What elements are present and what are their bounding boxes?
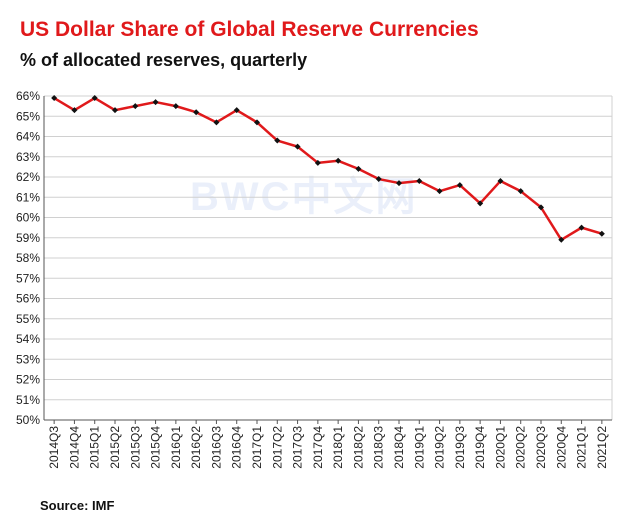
x-tick-label: 2014Q3 [47, 426, 61, 469]
x-tick-label: 2019Q1 [412, 426, 426, 469]
data-point [233, 107, 240, 114]
x-tick-label: 2018Q4 [392, 426, 406, 469]
data-point [436, 188, 443, 195]
x-axis: 2014Q3 2014Q4 2015Q1 2015Q2 2015Q3 2015Q4 2016… [44, 419, 612, 469]
data-point [396, 180, 402, 187]
x-tick-label: 2016Q2 [189, 426, 203, 469]
data-point [497, 178, 504, 185]
series-line [53, 96, 603, 242]
x-tick-label: 2014Q4 [67, 426, 81, 469]
x-tick-label: 2015Q1 [88, 426, 102, 469]
y-tick-label: 58% [16, 251, 40, 265]
x-tick-label: 2015Q2 [108, 426, 122, 469]
data-point [132, 103, 139, 110]
y-tick-label: 56% [16, 292, 40, 306]
data-point [71, 107, 78, 114]
data-point [456, 182, 463, 189]
y-tick-label: 51% [16, 393, 40, 407]
x-tick-label: 2016Q4 [230, 426, 244, 469]
y-axis: 50% 51% 52% 53% 54% 55% 56% 57% 58% 59% 60% 61% 62% 6… [16, 89, 45, 427]
data-point [538, 204, 544, 211]
chart-title: US Dollar Share of Global Reserve Curren… [20, 18, 479, 41]
data-point [416, 178, 423, 185]
y-tick-label: 60% [16, 211, 40, 225]
y-tick-label: 66% [16, 89, 40, 103]
y-tick-label: 55% [16, 312, 40, 326]
y-tick-label: 59% [16, 231, 40, 245]
x-tick-label: 2019Q4 [473, 426, 487, 469]
y-tick-label: 53% [16, 352, 40, 366]
x-tick-label: 2018Q1 [331, 426, 345, 469]
y-tick-label: 65% [16, 109, 40, 123]
x-tick-label: 2018Q2 [351, 426, 365, 469]
data-point [335, 157, 342, 164]
data-point [51, 95, 58, 102]
data-point [91, 95, 98, 102]
data-point [112, 107, 118, 114]
y-tick-label: 63% [16, 150, 40, 164]
x-tick-label: 2017Q2 [270, 426, 284, 469]
y-tick-label: 54% [16, 332, 40, 346]
data-points [51, 95, 605, 243]
y-tick-label: 64% [16, 130, 40, 144]
series-line-path [53, 96, 603, 242]
data-point [355, 165, 362, 172]
x-tick-label: 2015Q3 [128, 426, 142, 469]
x-tick-label: 2019Q2 [433, 426, 447, 469]
data-point [193, 109, 200, 116]
data-point [477, 200, 484, 207]
data-point [375, 176, 382, 183]
chart-subtitle: % of allocated reserves, quarterly [20, 50, 308, 70]
data-point [172, 103, 179, 110]
x-tick-label: 2016Q3 [209, 426, 223, 469]
x-tick-label: 2020Q3 [534, 426, 548, 469]
source-note: Source: IMF [40, 498, 115, 513]
data-point [274, 137, 281, 144]
x-tick-label: 2016Q1 [169, 426, 183, 469]
x-tick-label: 2020Q1 [493, 426, 507, 469]
data-point [578, 224, 585, 231]
x-tick-label: 2017Q3 [291, 426, 305, 469]
data-point [294, 143, 301, 150]
x-tick-label: 2017Q4 [311, 426, 325, 469]
data-point [213, 119, 220, 126]
x-tick-label: 2021Q2 [595, 426, 609, 469]
y-tick-label: 57% [16, 271, 40, 285]
x-tick-label: 2020Q4 [554, 426, 568, 469]
gridlines [44, 95, 613, 421]
y-tick-label: 61% [16, 190, 40, 204]
x-tick-label: 2018Q3 [372, 426, 386, 469]
x-tick-label: 2017Q1 [250, 426, 264, 469]
y-tick-label: 52% [16, 373, 40, 387]
data-point [152, 99, 159, 106]
x-tick-label: 2021Q1 [575, 426, 589, 469]
data-point [254, 119, 260, 126]
data-point [558, 236, 565, 243]
data-point [598, 230, 605, 237]
data-point [517, 188, 524, 195]
x-tick-label: 2020Q2 [514, 426, 528, 469]
y-tick-label: 62% [16, 170, 40, 184]
data-point [314, 159, 321, 166]
x-tick-label: 2019Q3 [453, 426, 467, 469]
x-tick-label: 2015Q4 [149, 426, 163, 469]
y-tick-label: 50% [16, 413, 40, 427]
